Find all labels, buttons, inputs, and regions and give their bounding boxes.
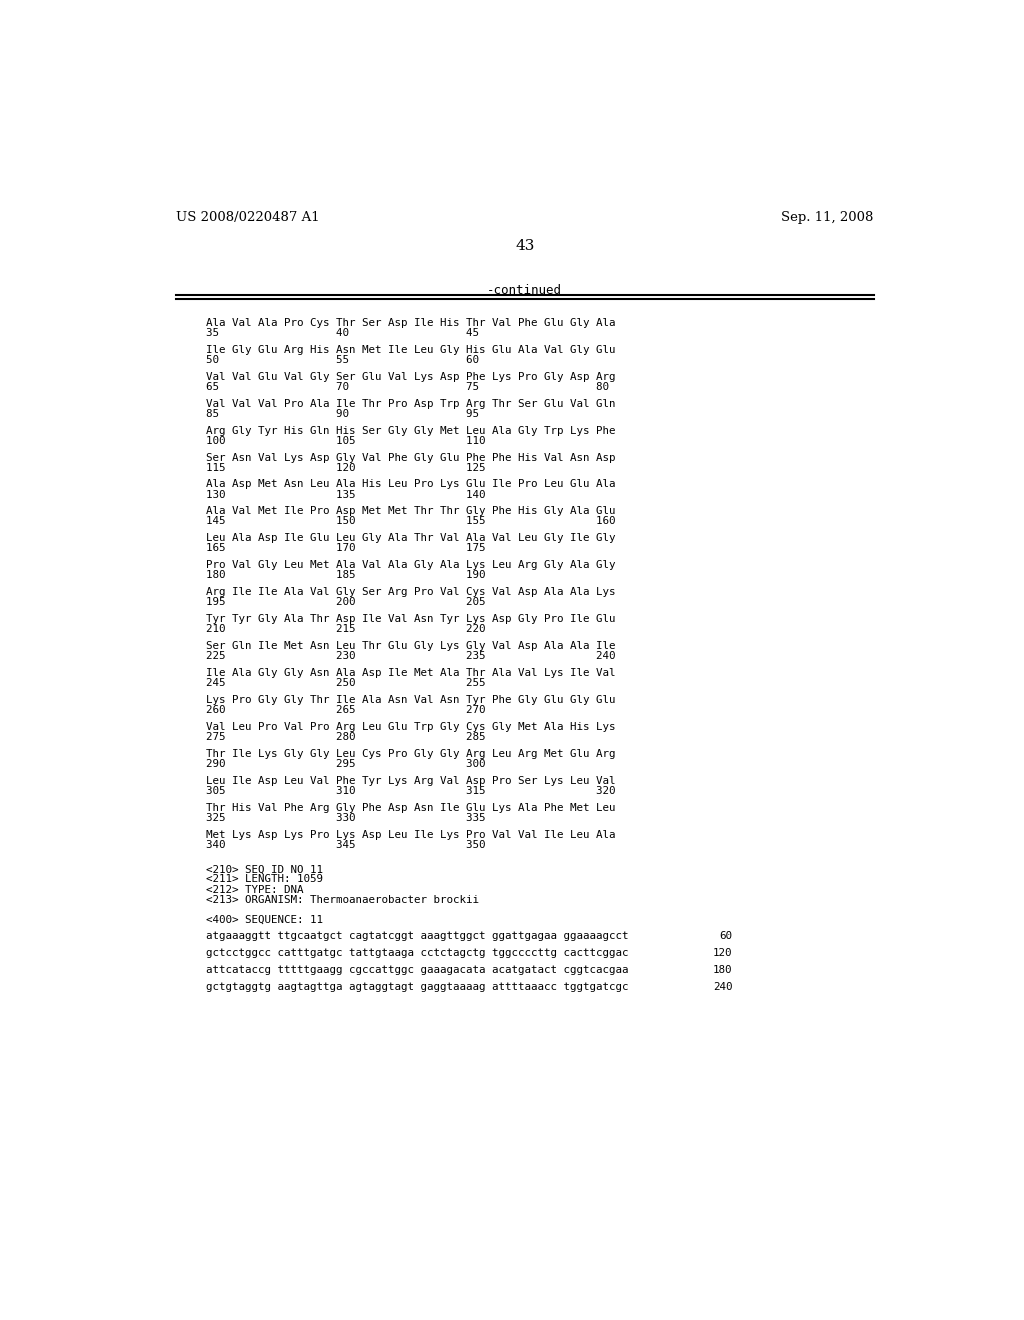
Text: Arg Ile Ile Ala Val Gly Ser Arg Pro Val Cys Val Asp Ala Ala Lys: Arg Ile Ile Ala Val Gly Ser Arg Pro Val …: [206, 587, 615, 597]
Text: 180                 185                 190: 180 185 190: [206, 570, 485, 581]
Text: Leu Ile Asp Leu Val Phe Tyr Lys Arg Val Asp Pro Ser Lys Leu Val: Leu Ile Asp Leu Val Phe Tyr Lys Arg Val …: [206, 776, 615, 785]
Text: 43: 43: [515, 239, 535, 253]
Text: <213> ORGANISM: Thermoanaerobacter brockii: <213> ORGANISM: Thermoanaerobacter brock…: [206, 895, 478, 904]
Text: Ser Gln Ile Met Asn Leu Thr Glu Gly Lys Gly Val Asp Ala Ala Ile: Ser Gln Ile Met Asn Leu Thr Glu Gly Lys …: [206, 642, 615, 651]
Text: Met Lys Asp Lys Pro Lys Asp Leu Ile Lys Pro Val Val Ile Leu Ala: Met Lys Asp Lys Pro Lys Asp Leu Ile Lys …: [206, 830, 615, 840]
Text: 195                 200                 205: 195 200 205: [206, 598, 485, 607]
Text: <212> TYPE: DNA: <212> TYPE: DNA: [206, 884, 303, 895]
Text: Val Val Glu Val Gly Ser Glu Val Lys Asp Phe Lys Pro Gly Asp Arg: Val Val Glu Val Gly Ser Glu Val Lys Asp …: [206, 372, 615, 381]
Text: 275                 280                 285: 275 280 285: [206, 733, 485, 742]
Text: 245                 250                 255: 245 250 255: [206, 678, 485, 688]
Text: 130                 135                 140: 130 135 140: [206, 490, 485, 499]
Text: -continued: -continued: [487, 284, 562, 297]
Text: Ala Val Ala Pro Cys Thr Ser Asp Ile His Thr Val Phe Glu Gly Ala: Ala Val Ala Pro Cys Thr Ser Asp Ile His …: [206, 318, 615, 327]
Text: <210> SEQ ID NO 11: <210> SEQ ID NO 11: [206, 865, 323, 874]
Text: Ile Ala Gly Gly Asn Ala Asp Ile Met Ala Thr Ala Val Lys Ile Val: Ile Ala Gly Gly Asn Ala Asp Ile Met Ala …: [206, 668, 615, 678]
Text: 60: 60: [720, 932, 732, 941]
Text: Thr His Val Phe Arg Gly Phe Asp Asn Ile Glu Lys Ala Phe Met Leu: Thr His Val Phe Arg Gly Phe Asp Asn Ile …: [206, 803, 615, 813]
Text: 210                 215                 220: 210 215 220: [206, 624, 485, 634]
Text: <400> SEQUENCE: 11: <400> SEQUENCE: 11: [206, 915, 323, 924]
Text: Sep. 11, 2008: Sep. 11, 2008: [781, 211, 873, 224]
Text: Val Val Val Pro Ala Ile Thr Pro Asp Trp Arg Thr Ser Glu Val Gln: Val Val Val Pro Ala Ile Thr Pro Asp Trp …: [206, 399, 615, 409]
Text: Pro Val Gly Leu Met Ala Val Ala Gly Ala Lys Leu Arg Gly Ala Gly: Pro Val Gly Leu Met Ala Val Ala Gly Ala …: [206, 561, 615, 570]
Text: Ser Asn Val Lys Asp Gly Val Phe Gly Glu Phe Phe His Val Asn Asp: Ser Asn Val Lys Asp Gly Val Phe Gly Glu …: [206, 453, 615, 462]
Text: 180: 180: [713, 965, 732, 975]
Text: 305                 310                 315                 320: 305 310 315 320: [206, 785, 615, 796]
Text: Thr Ile Lys Gly Gly Leu Cys Pro Gly Gly Arg Leu Arg Met Glu Arg: Thr Ile Lys Gly Gly Leu Cys Pro Gly Gly …: [206, 748, 615, 759]
Text: Arg Gly Tyr His Gln His Ser Gly Gly Met Leu Ala Gly Trp Lys Phe: Arg Gly Tyr His Gln His Ser Gly Gly Met …: [206, 425, 615, 436]
Text: US 2008/0220487 A1: US 2008/0220487 A1: [176, 211, 319, 224]
Text: 65                  70                  75                  80: 65 70 75 80: [206, 381, 608, 392]
Text: 260                 265                 270: 260 265 270: [206, 705, 485, 715]
Text: 340                 345                 350: 340 345 350: [206, 840, 485, 850]
Text: 225                 230                 235                 240: 225 230 235 240: [206, 651, 615, 661]
Text: attcataccg tttttgaagg cgccattggc gaaagacata acatgatact cggtcacgaa: attcataccg tttttgaagg cgccattggc gaaagac…: [206, 965, 628, 975]
Text: 325                 330                 335: 325 330 335: [206, 813, 485, 822]
Text: Ala Asp Met Asn Leu Ala His Leu Pro Lys Glu Ile Pro Leu Glu Ala: Ala Asp Met Asn Leu Ala His Leu Pro Lys …: [206, 479, 615, 490]
Text: <211> LENGTH: 1059: <211> LENGTH: 1059: [206, 875, 323, 884]
Text: 85                  90                  95: 85 90 95: [206, 409, 478, 418]
Text: 240: 240: [713, 982, 732, 993]
Text: 35                  40                  45: 35 40 45: [206, 327, 478, 338]
Text: gctgtaggtg aagtagttga agtaggtagt gaggtaaaag attttaaacc tggtgatcgc: gctgtaggtg aagtagttga agtaggtagt gaggtaa…: [206, 982, 628, 993]
Text: Ile Gly Glu Arg His Asn Met Ile Leu Gly His Glu Ala Val Gly Glu: Ile Gly Glu Arg His Asn Met Ile Leu Gly …: [206, 345, 615, 355]
Text: 165                 170                 175: 165 170 175: [206, 544, 485, 553]
Text: 145                 150                 155                 160: 145 150 155 160: [206, 516, 615, 527]
Text: Ala Val Met Ile Pro Asp Met Met Thr Thr Gly Phe His Gly Ala Glu: Ala Val Met Ile Pro Asp Met Met Thr Thr …: [206, 507, 615, 516]
Text: Leu Ala Asp Ile Glu Leu Gly Ala Thr Val Ala Val Leu Gly Ile Gly: Leu Ala Asp Ile Glu Leu Gly Ala Thr Val …: [206, 533, 615, 544]
Text: 115                 120                 125: 115 120 125: [206, 462, 485, 473]
Text: Lys Pro Gly Gly Thr Ile Ala Asn Val Asn Tyr Phe Gly Glu Gly Glu: Lys Pro Gly Gly Thr Ile Ala Asn Val Asn …: [206, 696, 615, 705]
Text: 120: 120: [713, 949, 732, 958]
Text: 290                 295                 300: 290 295 300: [206, 759, 485, 770]
Text: 50                  55                  60: 50 55 60: [206, 355, 478, 364]
Text: Val Leu Pro Val Pro Arg Leu Glu Trp Gly Cys Gly Met Ala His Lys: Val Leu Pro Val Pro Arg Leu Glu Trp Gly …: [206, 722, 615, 733]
Text: atgaaaggtt ttgcaatgct cagtatcggt aaagttggct ggattgagaa ggaaaagcct: atgaaaggtt ttgcaatgct cagtatcggt aaagttg…: [206, 932, 628, 941]
Text: Tyr Tyr Gly Ala Thr Asp Ile Val Asn Tyr Lys Asp Gly Pro Ile Glu: Tyr Tyr Gly Ala Thr Asp Ile Val Asn Tyr …: [206, 614, 615, 624]
Text: gctcctggcc catttgatgc tattgtaaga cctctagctg tggccccttg cacttcggac: gctcctggcc catttgatgc tattgtaaga cctctag…: [206, 949, 628, 958]
Text: 100                 105                 110: 100 105 110: [206, 436, 485, 446]
